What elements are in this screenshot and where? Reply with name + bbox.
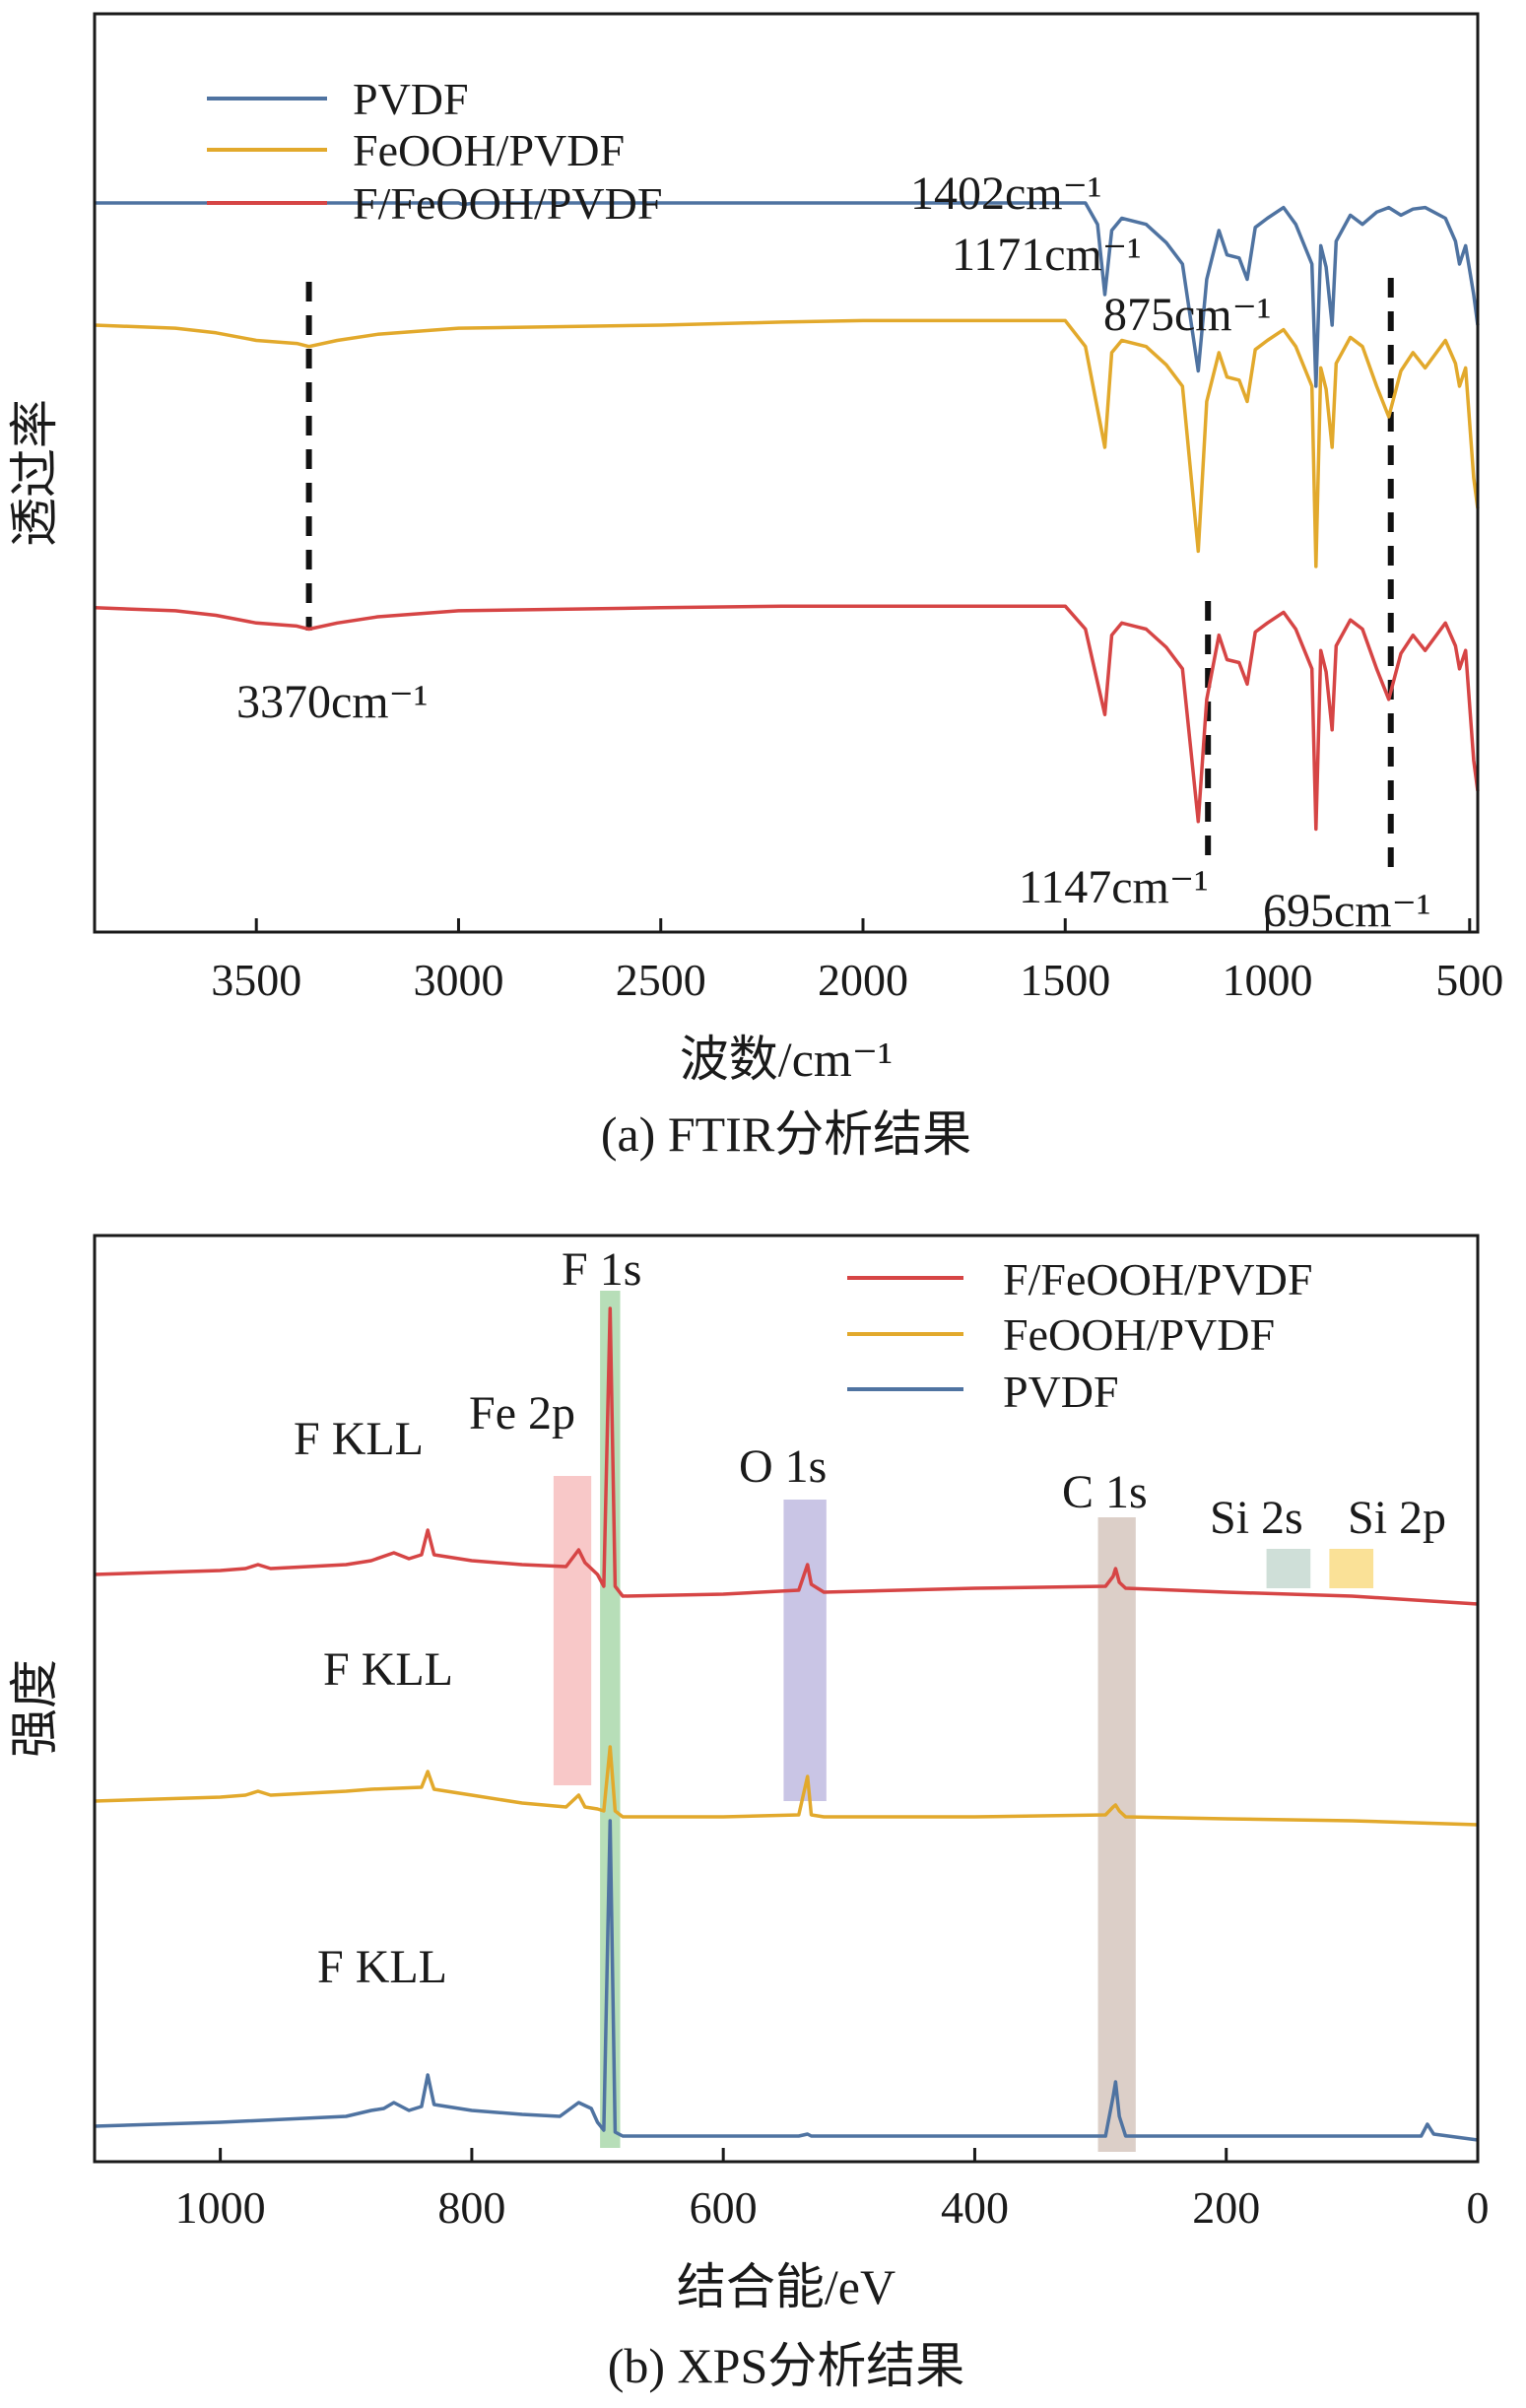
band-si-2p: [1329, 1549, 1374, 1588]
ftir-tick-label-1000: 1000: [1223, 955, 1313, 1005]
xps-tick-label-800: 800: [437, 2182, 505, 2233]
ftir-x-ticks: 3500 3000 2500 2000 1500 1000 500: [211, 918, 1503, 1005]
ftir-tick-label-2000: 2000: [818, 955, 908, 1005]
ftir-legend-label-f-feooh-pvdf: F/FeOOH/PVDF: [353, 178, 662, 229]
ftir-y-axis-label: 透过率: [7, 399, 62, 547]
xps-curve-feooh-pvdf: [94, 1745, 1479, 1827]
xps-legend-label-feooh-pvdf: FeOOH/PVDF: [1003, 1309, 1275, 1360]
xps-caption: (b) XPS分析结果: [608, 2338, 965, 2393]
ftir-legend-label-pvdf: PVDF: [353, 74, 469, 124]
band-si-2s: [1266, 1549, 1311, 1588]
ftir-annotation-875: 875cm⁻¹: [1103, 289, 1271, 341]
xps-tick-label-1000: 1000: [175, 2182, 266, 2233]
xps-curve-pvdf: [94, 1819, 1479, 2142]
xps-label-si2s: Si 2s: [1210, 1492, 1303, 1544]
band-c-1s: [1097, 1517, 1136, 2152]
xps-legend: F/FeOOH/PVDF FeOOH/PVDF PVDF: [847, 1254, 1312, 1417]
ftir-plot-frame: [93, 12, 1480, 934]
xps-label-c1s: C 1s: [1062, 1466, 1148, 1518]
xps-label-fkll-top: F KLL: [294, 1413, 424, 1465]
xps-legend-label-pvdf: PVDF: [1003, 1367, 1119, 1417]
ftir-tick-label-3000: 3000: [413, 955, 503, 1005]
ftir-annotation-3370: 3370cm⁻¹: [236, 676, 428, 728]
xps-x-ticks: 1000 800 600 400 200 0: [175, 2148, 1490, 2233]
band-fe-2p: [553, 1476, 592, 1785]
xps-tick-label-400: 400: [941, 2182, 1009, 2233]
xps-tick-label-600: 600: [690, 2182, 758, 2233]
band-f-1s: [600, 1291, 621, 2148]
ftir-x-axis-label: 波数/cm⁻¹: [680, 1032, 893, 1087]
ftir-tick-label-1500: 1500: [1020, 955, 1110, 1005]
ftir-legend: PVDF FeOOH/PVDF F/FeOOH/PVDF: [207, 74, 662, 229]
xps-label-fe2p: Fe 2p: [469, 1387, 575, 1439]
ftir-curve-feooh-pvdf: [94, 318, 1480, 569]
xps-curves: [94, 1306, 1479, 2142]
xps-tick-label-200: 200: [1192, 2182, 1260, 2233]
ftir-marker-lines: [305, 278, 1394, 867]
xps-x-axis-label: 结合能/eV: [677, 2259, 896, 2314]
xps-label-fkll-middle: F KLL: [323, 1643, 453, 1696]
xps-panel: 1000 800 600 400 200 0 F/FeOOH/PVDF FeOOH/PVD…: [7, 1234, 1490, 2393]
xps-highlight-bands: [553, 1291, 1374, 2152]
xps-curve-f-feooh-pvdf: [94, 1306, 1479, 1606]
ftir-annotation-1402: 1402cm⁻¹: [910, 167, 1101, 220]
ftir-annotation-695: 695cm⁻¹: [1263, 885, 1430, 937]
ftir-annotation-1147: 1147cm⁻¹: [1019, 861, 1209, 913]
band-o-1s: [783, 1500, 827, 1801]
ftir-curve-pvdf: [95, 201, 1480, 388]
ftir-tick-label-3500: 3500: [211, 955, 301, 1005]
xps-label-f1s: F 1s: [562, 1243, 641, 1296]
xps-label-o1s: O 1s: [739, 1440, 827, 1493]
xps-label-si2p: Si 2p: [1348, 1492, 1446, 1544]
ftir-tick-label-500: 500: [1435, 955, 1503, 1005]
ftir-legend-label-feooh-pvdf: FeOOH/PVDF: [353, 125, 625, 175]
xps-legend-label-f-feooh-pvdf: F/FeOOH/PVDF: [1003, 1254, 1312, 1304]
xps-label-fkll-bottom: F KLL: [317, 1941, 447, 1993]
ftir-annotation-1171: 1171cm⁻¹: [952, 229, 1142, 281]
ftir-panel: 3500 3000 2500 2000 1500 1000 500 PVDF FeOOH/P…: [7, 12, 1503, 1162]
ftir-curves: [94, 201, 1480, 832]
xps-plot-frame: [93, 1234, 1480, 2164]
ftir-caption: (a) FTIR分析结果: [601, 1106, 971, 1162]
ftir-curve-f-feooh-pvdf: [94, 604, 1480, 832]
ftir-tick-label-2500: 2500: [616, 955, 706, 1005]
xps-tick-label-0: 0: [1467, 2182, 1490, 2233]
xps-y-axis-label: 强度: [7, 1659, 62, 1758]
